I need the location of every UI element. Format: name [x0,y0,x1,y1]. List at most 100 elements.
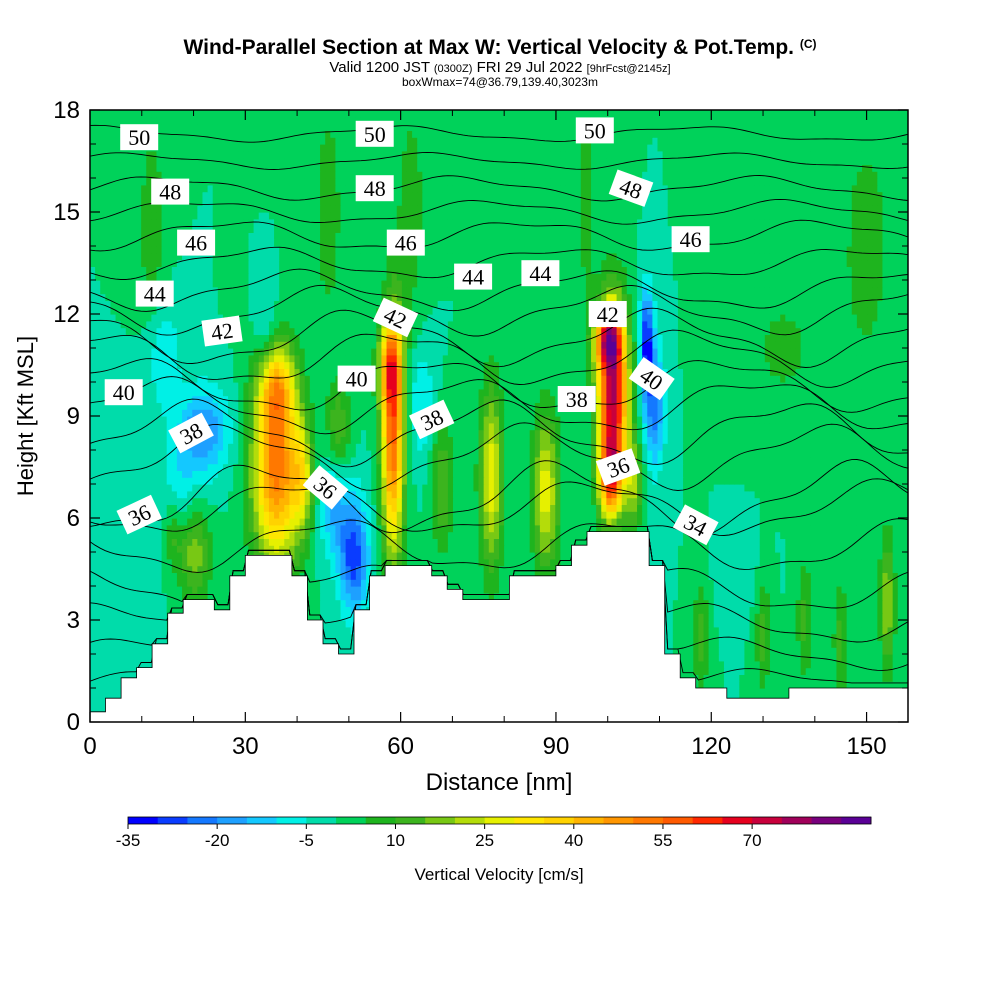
field-cell [867,654,873,662]
field-cell [207,504,214,512]
field-cell [672,552,679,560]
field-cell [836,674,843,682]
date-label: FRI 29 Jul 2022 [476,59,583,76]
field-cell [805,572,812,580]
field-cell [100,640,106,648]
field-cell [565,524,572,533]
field-cell [176,599,183,607]
field-cell [739,538,745,546]
field-cell [161,626,168,635]
field-cell [192,545,198,553]
field-cell [212,592,219,601]
field-cell [851,654,858,662]
field-cell [560,538,567,546]
field-cell [657,545,664,553]
field-cell [524,518,531,526]
field-cell [713,667,720,675]
field-cell [468,586,475,594]
field-cell [90,524,96,533]
field-cell [754,524,761,533]
field-cell [749,558,756,567]
valid-time-label: Valid 1200 JST [329,59,430,76]
field-cell [228,504,234,512]
field-cell [606,518,613,526]
field-cell [815,558,822,567]
field-cell [238,565,244,573]
field-cell [228,565,234,573]
field-cell [734,545,740,553]
field-cell [662,531,669,539]
field-cell [861,511,868,519]
field-cell [718,647,725,655]
field-cell [115,538,122,546]
field-cell [744,626,751,635]
field-cell [698,667,705,675]
field-cell [683,620,689,628]
field-cell [805,667,812,675]
field-cell [504,518,510,526]
field-cell [258,545,265,553]
field-cell [299,552,306,560]
field-cell [887,681,894,689]
field-cell [555,524,561,533]
field-cell [141,558,147,567]
field-cell [826,647,832,655]
field-cell [708,620,715,628]
field-cell [872,626,878,635]
field-cell [657,531,664,539]
field-cell [892,660,899,669]
field-cell [555,538,561,546]
field-cell [202,592,209,601]
field-cell [902,538,908,546]
field-cell [897,518,904,526]
field-cell [856,681,863,689]
field-cell [662,518,669,526]
field-cell [156,579,163,587]
field-cell [606,524,613,533]
field-cell [718,552,725,560]
field-cell [872,660,878,669]
field-cell [841,660,848,669]
field-cell [626,511,633,519]
field-cell [861,606,868,614]
field-cell [468,565,475,573]
field-cell [677,599,684,607]
field-cell [417,511,423,519]
field-cell [105,681,112,689]
field-cell [897,524,904,533]
field-cell [887,558,894,567]
field-cell [325,511,331,519]
field-cell [141,620,147,628]
field-cell [136,531,142,539]
field-cell [171,518,178,526]
field-cell [340,558,347,567]
field-cell [545,565,551,573]
field-cell [836,633,843,641]
field-cell [785,660,792,669]
field-cell [217,565,224,573]
field-cell [815,613,822,621]
field-cell [371,524,377,533]
field-cell [672,538,679,546]
field-cell [463,531,469,539]
field-cell [677,640,684,648]
field-cell [739,667,745,675]
field-cell [703,633,710,641]
field-cell [560,524,567,533]
field-cell [222,552,229,560]
field-cell [314,606,321,614]
field-cell [729,613,735,621]
field-cell [499,586,505,594]
field-cell [222,592,229,601]
field-cell [877,674,884,682]
field-cell [815,633,822,641]
field-cell [739,626,745,635]
field-cell [100,531,106,539]
field-cell [340,613,347,621]
field-cell [192,572,198,580]
field-cell [805,545,812,553]
field-cell [810,640,817,648]
field-cell [769,647,776,655]
field-cell [335,531,342,539]
field-cell [846,565,853,573]
